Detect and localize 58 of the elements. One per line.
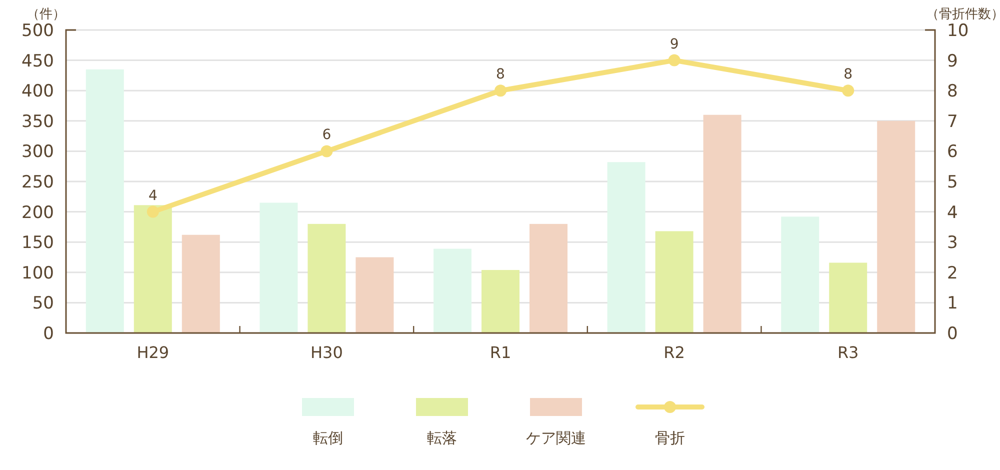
y2-tick-label: 1 [947,294,958,314]
y2-tick-label: 4 [947,202,958,223]
legend-label: 骨折 [655,429,685,447]
y-tick-label: 350 [22,112,54,132]
point [494,84,506,97]
point [146,206,159,218]
bar [877,120,916,333]
bar [182,234,220,333]
bar [655,231,694,333]
y2-tick-label: 6 [947,142,958,162]
bar [434,248,472,333]
y-tick-label: 150 [22,233,54,254]
y-tick-label: 50 [32,294,54,314]
bar [530,224,568,333]
y-tick-label: 450 [22,51,54,72]
bar [482,270,520,333]
y-tick-label: 500 [22,21,54,41]
y2-tick-label: 7 [947,112,958,132]
bar [308,224,346,333]
y-tick-label: 400 [22,82,54,102]
data-label: 9 [670,36,679,52]
bar [260,202,298,333]
legend-label: ケア関連 [526,429,586,447]
y-tick-label: 300 [22,142,54,162]
y-tick-label: 250 [22,172,54,192]
point [320,145,333,158]
x-tick-label: H30 [310,343,343,362]
point [668,54,680,66]
x-tick-label: R3 [837,343,859,362]
legend-label: 転落 [427,429,457,447]
bar [86,69,124,333]
bar [781,216,820,333]
y-axis-title: （件） [26,7,66,22]
y2-tick-label: 5 [947,172,958,192]
y2-axis-title: （骨折件数） [926,7,1000,22]
x-tick-label: H29 [136,343,170,362]
data-label: 8 [496,66,505,83]
bar [356,257,394,333]
y-tick-label: 100 [22,263,54,284]
data-label: 8 [844,66,853,83]
y2-tick-label: 10 [947,21,969,41]
bar [607,162,646,333]
data-label: 6 [322,127,332,144]
x-tick-label: R1 [490,343,512,362]
y-tick-label: 0 [43,324,54,344]
y2-tick-label: 3 [947,233,958,254]
y2-tick-label: 2 [947,263,958,284]
x-tick-label: R2 [664,343,685,362]
point [842,84,854,97]
y-tick-label: 200 [22,202,54,223]
bar [703,114,742,333]
y2-tick-label: 8 [947,82,958,102]
y2-tick-label: 9 [947,51,958,72]
bar [134,205,172,333]
data-label: 4 [148,188,158,204]
bar [829,262,868,333]
legend-label: 転倒 [313,429,343,447]
y2-tick-label: 0 [947,324,958,344]
